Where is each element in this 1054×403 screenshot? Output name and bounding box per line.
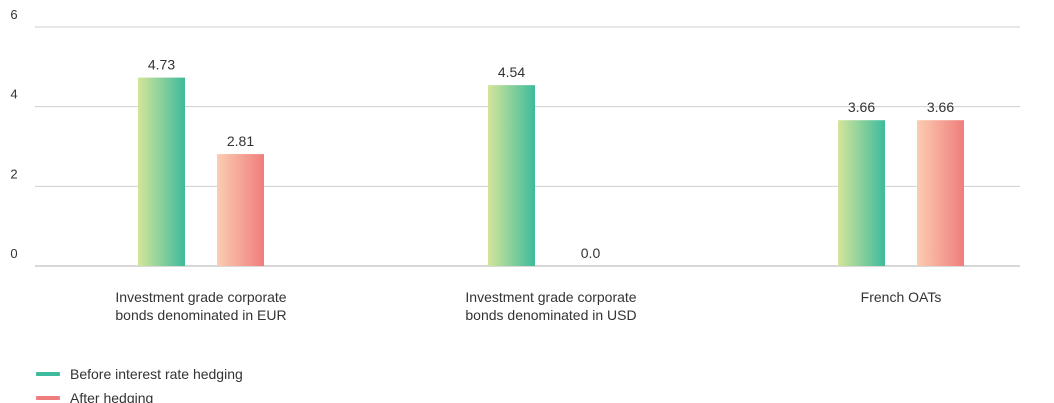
y-tick-label-2: 2 — [10, 166, 17, 181]
data-label-series0-cat1: 4.54 — [498, 64, 525, 80]
y-axis-ticks: 0 2 4 6 — [10, 7, 17, 261]
bar-series1-cat2 — [917, 120, 964, 267]
data-labels: 4.73 4.54 3.66 2.81 0.0 3.66 — [148, 57, 954, 261]
category-label-0: Investment grade corporate bonds denomina… — [115, 289, 286, 323]
legend-label-1: After hedging — [70, 390, 153, 403]
legend: Before interest rate hedging After hedgin… — [36, 366, 243, 403]
data-label-series0-cat2: 3.66 — [848, 99, 875, 115]
data-label-series1-cat0: 2.81 — [227, 133, 254, 149]
category-labels: Investment grade corporate bonds denomina… — [115, 289, 941, 323]
data-label-series1-cat2: 3.66 — [927, 99, 954, 115]
category-label-1: Investment grade corporate bonds denomina… — [465, 289, 636, 323]
legend-swatch-0 — [36, 372, 60, 376]
bar-series1-cat0 — [217, 154, 264, 266]
bar-series0-cat1 — [488, 85, 535, 266]
legend-label-0: Before interest rate hedging — [70, 366, 243, 382]
category-label-2: French OATs — [861, 289, 942, 305]
data-label-series1-cat1: 0.0 — [581, 245, 601, 261]
data-label-series0-cat0: 4.73 — [148, 57, 175, 73]
bar-series0-cat2 — [838, 120, 885, 267]
y-tick-label-0: 0 — [10, 246, 17, 261]
bar-series0-cat0 — [138, 77, 185, 266]
y-tick-label-6: 6 — [10, 7, 17, 22]
bars — [138, 77, 964, 267]
legend-swatch-1 — [36, 396, 60, 400]
y-tick-label-4: 4 — [10, 87, 17, 102]
